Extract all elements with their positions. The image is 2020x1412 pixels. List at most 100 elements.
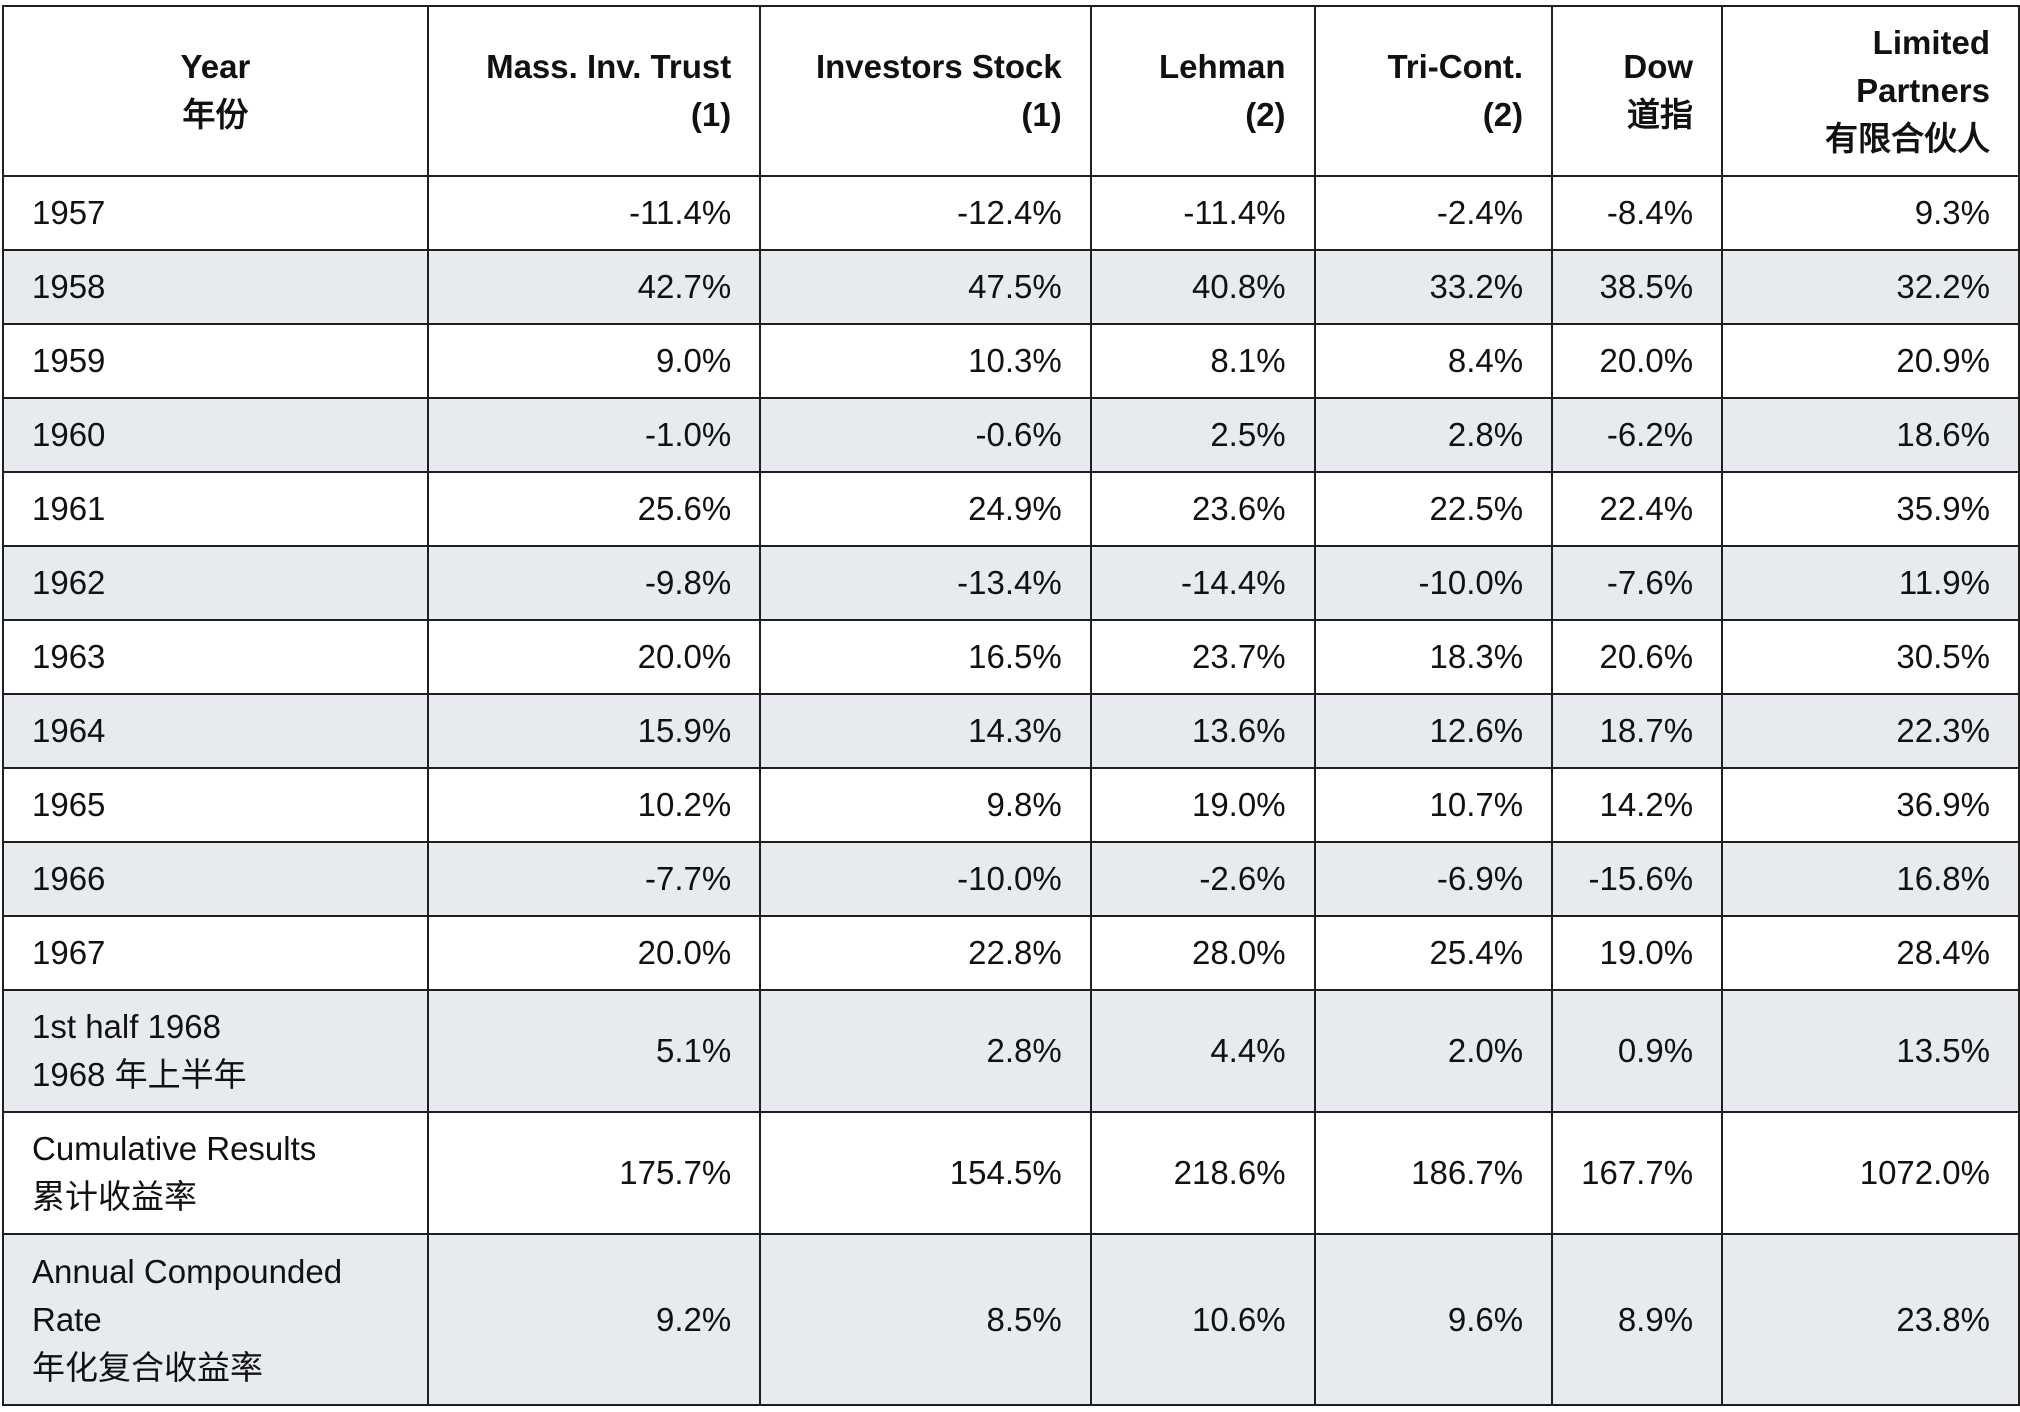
value-cell-lehman: 23.7% (1089, 619, 1316, 695)
value-cell-tri-cont: 2.8% (1313, 397, 1554, 473)
value-cell-mass-inv-trust: 10.2% (426, 767, 762, 843)
table-row: 1958 42.7% 47.5% 40.8% 33.2% 38.5% 32.2% (2, 249, 2020, 325)
table-row: 1962 -9.8% -13.4% -14.4% -10.0% -7.6% 11.9% (2, 545, 2020, 621)
value-cell-mass-inv-trust: 25.6% (426, 471, 762, 547)
value-cell-mass-inv-trust: 175.7% (426, 1111, 762, 1235)
row-label-cell: 1965 (2, 767, 429, 843)
column-header-lehman: Lehman (2) (1089, 5, 1316, 177)
value-cell-tri-cont: 22.5% (1313, 471, 1554, 547)
row-label-cell: 1959 (2, 323, 429, 399)
table-row: Cumulative Results 累计收益率 175.7% 154.5% 218.6… (2, 1111, 2020, 1235)
value-cell-lehman: 10.6% (1089, 1233, 1316, 1406)
row-label-cell: 1960 (2, 397, 429, 473)
value-cell-dow: 8.9% (1551, 1233, 1724, 1406)
value-cell-limited-partners: 9.3% (1721, 175, 2020, 251)
row-label-line: 1965 (32, 786, 106, 823)
value-cell-limited-partners: 22.3% (1721, 693, 2020, 769)
value-cell-mass-inv-trust: 9.0% (426, 323, 762, 399)
value-cell-lehman: 8.1% (1089, 323, 1316, 399)
row-label-cell: 1962 (2, 545, 429, 621)
value-cell-mass-inv-trust: 15.9% (426, 693, 762, 769)
value-cell-dow: -7.6% (1551, 545, 1724, 621)
value-cell-tri-cont: 9.6% (1313, 1233, 1554, 1406)
value-cell-dow: 14.2% (1551, 767, 1724, 843)
table-row: 1966 -7.7% -10.0% -2.6% -6.9% -15.6% 16.8% (2, 841, 2020, 917)
row-label-cell: 1957 (2, 175, 429, 251)
value-cell-limited-partners: 1072.0% (1721, 1111, 2020, 1235)
row-label-cell: 1958 (2, 249, 429, 325)
value-cell-limited-partners: 30.5% (1721, 619, 2020, 695)
header-row: Year 年份 Mass. Inv. Trust (1) Investors S… (2, 5, 2020, 177)
table-row: 1967 20.0% 22.8% 28.0% 25.4% 19.0% 28.4% (2, 915, 2020, 991)
value-cell-investors-stock: 2.8% (759, 989, 1092, 1113)
value-cell-limited-partners: 18.6% (1721, 397, 2020, 473)
row-label-line: Rate (32, 1300, 102, 1338)
value-cell-lehman: 218.6% (1089, 1111, 1316, 1235)
value-cell-mass-inv-trust: 42.7% (426, 249, 762, 325)
column-header-year: Year 年份 (2, 5, 429, 177)
table-row: Annual Compounded Rate 年化复合收益率 9.2% 8.5% 10.6… (2, 1233, 2020, 1406)
table-row: 1957 -11.4% -12.4% -11.4% -2.4% -8.4% 9.3% (2, 175, 2020, 251)
row-label-line: Annual Compounded (32, 1252, 343, 1290)
table-row: 1960 -1.0% -0.6% 2.5% 2.8% -6.2% 18.6% (2, 397, 2020, 473)
value-cell-investors-stock: 47.5% (759, 249, 1092, 325)
value-cell-tri-cont: 10.7% (1313, 767, 1554, 843)
row-label-line: 1958 (32, 268, 106, 305)
value-cell-dow: -15.6% (1551, 841, 1724, 917)
table-body: 1957 -11.4% -12.4% -11.4% -2.4% -8.4% 9.3% 1958… (2, 175, 2020, 1406)
value-cell-dow: 167.7% (1551, 1111, 1724, 1235)
value-cell-lehman: 23.6% (1089, 471, 1316, 547)
value-cell-lehman: 28.0% (1089, 915, 1316, 991)
value-cell-investors-stock: 22.8% (759, 915, 1092, 991)
row-label-line: 1961 (32, 490, 106, 527)
row-label-line: Cumulative Results (32, 1130, 317, 1167)
value-cell-tri-cont: -6.9% (1313, 841, 1554, 917)
value-cell-mass-inv-trust: -7.7% (426, 841, 762, 917)
value-cell-investors-stock: 14.3% (759, 693, 1092, 769)
value-cell-tri-cont: 8.4% (1313, 323, 1554, 399)
column-header-mass-inv-trust: Mass. Inv. Trust (1) (426, 5, 762, 177)
table-row: 1965 10.2% 9.8% 19.0% 10.7% 14.2% 36.9% (2, 767, 2020, 843)
row-label-cell: Annual Compounded Rate 年化复合收益率 (2, 1233, 429, 1406)
value-cell-investors-stock: 16.5% (759, 619, 1092, 695)
row-label-line: 1967 (32, 934, 106, 971)
value-cell-limited-partners: 13.5% (1721, 989, 2020, 1113)
table-row: 1959 9.0% 10.3% 8.1% 8.4% 20.0% 20.9% (2, 323, 2020, 399)
value-cell-investors-stock: 9.8% (759, 767, 1092, 843)
value-cell-lehman: 13.6% (1089, 693, 1316, 769)
row-label-line: 1st half 1968 (32, 1008, 221, 1045)
row-label-cell: 1961 (2, 471, 429, 547)
row-label-cell: 1967 (2, 915, 429, 991)
value-cell-tri-cont: 2.0% (1313, 989, 1554, 1113)
value-cell-investors-stock: -0.6% (759, 397, 1092, 473)
column-header-tri-cont: Tri-Cont. (2) (1313, 5, 1554, 177)
value-cell-mass-inv-trust: 20.0% (426, 915, 762, 991)
returns-table: Year 年份 Mass. Inv. Trust (1) Investors S… (2, 5, 2020, 1406)
row-label-line: 1966 (32, 860, 106, 897)
row-label-line: 年化复合收益率 (32, 1348, 263, 1386)
table-row: 1st half 1968 1968 年上半年 5.1% 2.8% 4.4% 2.0% 0.… (2, 989, 2020, 1113)
value-cell-limited-partners: 32.2% (1721, 249, 2020, 325)
value-cell-investors-stock: 154.5% (759, 1111, 1092, 1235)
row-label-cell: 1963 (2, 619, 429, 695)
value-cell-mass-inv-trust: -11.4% (426, 175, 762, 251)
value-cell-lehman: 40.8% (1089, 249, 1316, 325)
row-label-cell: 1st half 1968 1968 年上半年 (2, 989, 429, 1113)
column-header-dow: Dow 道指 (1551, 5, 1724, 177)
row-label-line: 累计收益率 (32, 1178, 197, 1215)
value-cell-tri-cont: -10.0% (1313, 545, 1554, 621)
value-cell-lehman: 2.5% (1089, 397, 1316, 473)
row-label-line: 1957 (32, 194, 106, 231)
value-cell-mass-inv-trust: 20.0% (426, 619, 762, 695)
row-label-cell: Cumulative Results 累计收益率 (2, 1111, 429, 1235)
value-cell-tri-cont: 33.2% (1313, 249, 1554, 325)
value-cell-mass-inv-trust: -1.0% (426, 397, 762, 473)
value-cell-lehman: 4.4% (1089, 989, 1316, 1113)
value-cell-investors-stock: -12.4% (759, 175, 1092, 251)
column-header-limited-partners: Limited Partners 有限合伙人 (1721, 5, 2020, 177)
value-cell-dow: 22.4% (1551, 471, 1724, 547)
row-label-line: 1968 年上半年 (32, 1056, 247, 1093)
value-cell-lehman: -14.4% (1089, 545, 1316, 621)
value-cell-limited-partners: 16.8% (1721, 841, 2020, 917)
value-cell-dow: -6.2% (1551, 397, 1724, 473)
